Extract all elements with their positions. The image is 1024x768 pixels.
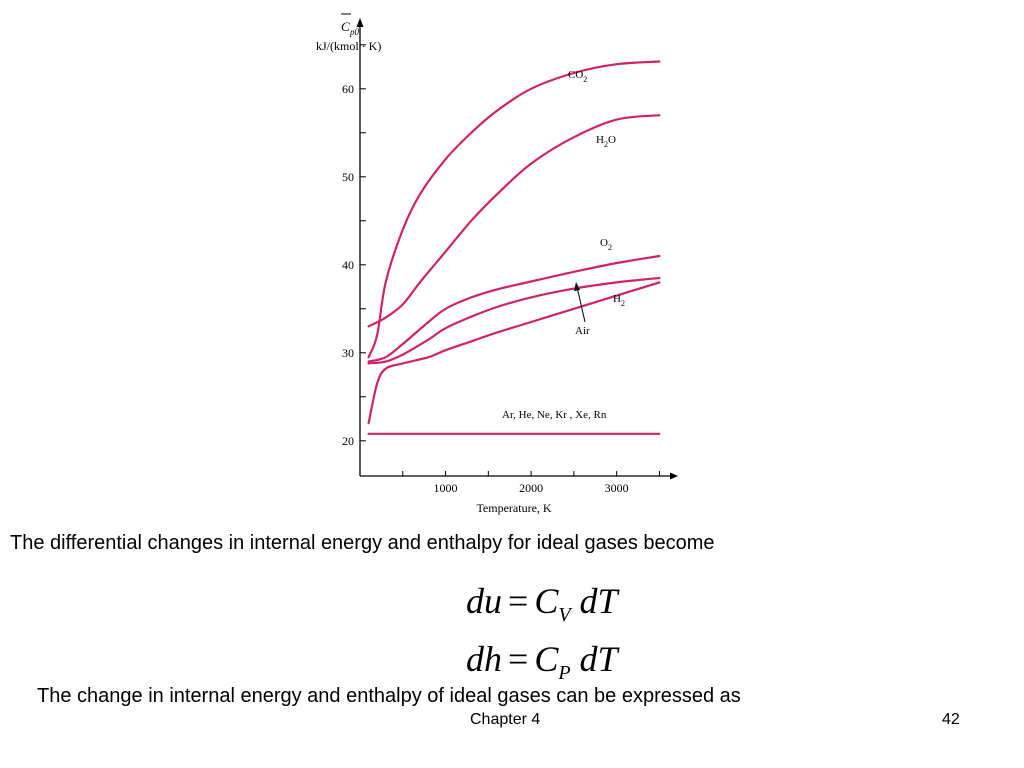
series-label-air: Air	[575, 325, 590, 337]
cp-vs-temperature-chart: 20 30 40 50 60 1000 2000 3000 Temperature, K C p0 k…	[316, 13, 678, 515]
y-tick-label: 30	[342, 346, 354, 360]
y-tick-label: 20	[342, 434, 354, 448]
series-label-noble-gases: Ar, He, Ne, Kr , Xe, Rn	[502, 409, 607, 421]
series-label-h2: H2	[613, 293, 625, 308]
x-tick-label: 3000	[605, 481, 629, 495]
eq1-lhs: du	[466, 581, 502, 621]
y-axis-units: kJ/(kmol · K)	[316, 39, 381, 53]
y-tick-label: 50	[342, 170, 354, 184]
equation-du: du = CV dT	[466, 580, 618, 627]
y-axis-arrow	[356, 18, 364, 27]
chart-axes: 20 30 40 50 60 1000 2000 3000 Temperature, K C p0 k…	[316, 13, 678, 515]
chart-series-labels: CO2 H2O O2 H2 Air Ar, He, Ne, Kr , Xe, Rn	[502, 69, 625, 421]
series-label-h2o: H2O	[596, 134, 616, 149]
eq1-c: C	[534, 581, 559, 621]
air-pointer-line	[576, 286, 586, 323]
equation-dh: dh = CP dT	[466, 638, 618, 685]
series-line-co2	[367, 60, 661, 359]
x-tick-label: 2000	[519, 481, 543, 495]
footer-page-number: 42	[942, 711, 960, 728]
x-tick-label: 1000	[434, 481, 458, 495]
series-label-o2: O2	[600, 237, 612, 252]
eq2-lhs: dh	[466, 639, 502, 679]
series-line-o2	[367, 254, 661, 363]
outro-text: The change in internal energy and enthal…	[37, 685, 741, 707]
eq2-equals: =	[508, 639, 529, 679]
series-label-co2: CO2	[568, 69, 587, 84]
y-axis-symbol-subscript: p0	[349, 27, 360, 37]
eq1-equals: =	[508, 581, 529, 621]
series-line-h2o	[367, 114, 661, 328]
x-axis-arrow	[670, 472, 678, 480]
x-axis-label: Temperature, K	[476, 501, 551, 515]
eq1-rhs: dT	[579, 581, 618, 621]
intro-text: The differential changes in internal ene…	[10, 532, 715, 554]
chart-series	[367, 60, 661, 435]
air-pointer-arrowhead	[574, 282, 580, 291]
eq2-sub: P	[558, 662, 571, 684]
eq2-c: C	[534, 639, 559, 679]
series-line-h2	[367, 281, 661, 425]
eq2-rhs: dT	[579, 639, 618, 679]
series-line-air	[367, 276, 661, 365]
footer-chapter: Chapter 4	[470, 711, 541, 728]
y-tick-label: 40	[342, 258, 354, 272]
y-tick-label: 60	[342, 82, 354, 96]
eq1-sub: V	[558, 604, 571, 626]
y-axis-symbol: C	[341, 19, 350, 34]
